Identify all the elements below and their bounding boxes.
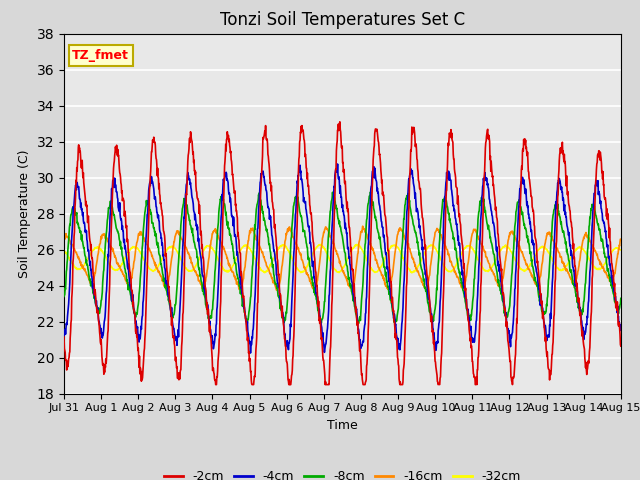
Title: Tonzi Soil Temperatures Set C: Tonzi Soil Temperatures Set C bbox=[220, 11, 465, 29]
X-axis label: Time: Time bbox=[327, 419, 358, 432]
Legend: -2cm, -4cm, -8cm, -16cm, -32cm: -2cm, -4cm, -8cm, -16cm, -32cm bbox=[159, 465, 526, 480]
Y-axis label: Soil Temperature (C): Soil Temperature (C) bbox=[18, 149, 31, 278]
Text: TZ_fmet: TZ_fmet bbox=[72, 49, 129, 62]
